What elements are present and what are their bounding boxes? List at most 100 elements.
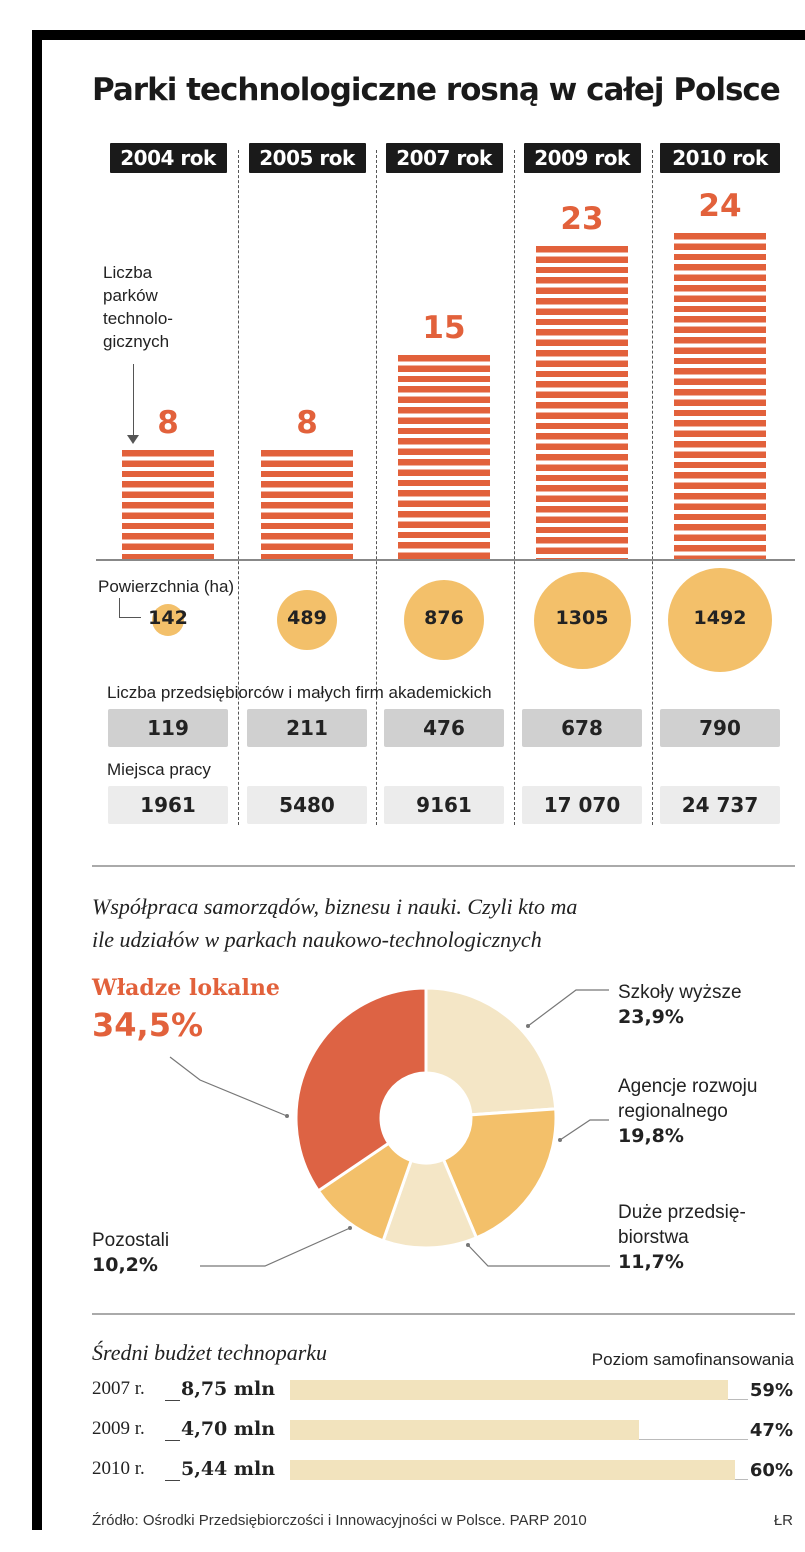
firms-row-label: Liczba przedsiębiorców i małych firm aka… <box>107 683 492 702</box>
firms-value-box: 678 <box>522 709 642 747</box>
budget-amount: 8,75 mln <box>181 1378 276 1400</box>
pie-value-universities: 23,9% <box>618 1006 684 1028</box>
budget-leader <box>165 1400 180 1401</box>
area-label-arrow-h <box>119 617 141 618</box>
pie-title: Współpraca samorządów, biznesu i nauki. … <box>92 890 577 956</box>
bar <box>398 355 490 559</box>
pie-label-local-authorities: Władze lokalne <box>92 975 280 1001</box>
bar-axis-label-line-4: gicznych <box>103 332 170 351</box>
area-label-arrow-v <box>119 598 120 618</box>
bar-axis-label: Liczba parków technolo- gicznych <box>103 261 173 353</box>
bar-value-label: 24 <box>698 188 742 224</box>
year-tag: 2010 rok <box>660 143 780 173</box>
area-value: 1492 <box>693 607 747 629</box>
bar <box>122 450 214 559</box>
pie-legend-others: Pozostali 10,2% <box>92 1228 169 1278</box>
firms-value-box: 119 <box>108 709 228 747</box>
jobs-value-box: 1961 <box>108 786 228 824</box>
budget-amount: 5,44 mln <box>181 1458 276 1480</box>
pie-slice-large-companies <box>381 1157 479 1250</box>
area-value: 1305 <box>555 607 609 629</box>
pie-leader-others <box>200 1227 351 1267</box>
bar-axis-label-line-1: Liczba <box>103 263 153 282</box>
pie-leader-local-authorities <box>169 1056 288 1117</box>
pie-slice-local-authorities <box>294 986 428 1193</box>
section-divider-1 <box>92 865 795 867</box>
budget-fill-bar <box>290 1380 728 1400</box>
section-divider-2 <box>92 1313 795 1315</box>
bar-value-label: 8 <box>157 405 179 441</box>
column-divider <box>238 150 239 825</box>
page-title: Parki technologiczne rosną w całej Polsc… <box>92 72 781 108</box>
bar-label-arrow <box>133 364 134 436</box>
pie-title-line-1: Współpraca samorządów, biznesu i nauki. … <box>92 894 578 919</box>
area-value: 876 <box>424 607 464 629</box>
pie-leader-end-agencies <box>558 1138 562 1142</box>
pie-leader-end-local-authorities <box>285 1114 289 1118</box>
jobs-value-box: 17 070 <box>522 786 642 824</box>
budget-fill-bar <box>290 1420 639 1440</box>
budget-legend: Poziom samofinansowania <box>591 1350 794 1369</box>
pie-label-others: Pozostali <box>92 1230 170 1251</box>
pie-slice-universities <box>424 986 558 1117</box>
pie-label-universities: Szkoły wyższe <box>618 982 742 1003</box>
pie-label-large-companies-line-1: Duże przedsię- <box>618 1202 746 1223</box>
column-divider <box>376 150 377 825</box>
pie-legend-universities: Szkoły wyższe 23,9% <box>618 980 742 1030</box>
firms-value-box: 476 <box>384 709 504 747</box>
pie-leader-agencies <box>559 1119 609 1141</box>
jobs-value-box: 5480 <box>247 786 367 824</box>
budget-leader <box>165 1480 180 1481</box>
pie-label-agencies-line-1: Agencje rozwoju <box>618 1076 758 1097</box>
firms-value-box: 790 <box>660 709 780 747</box>
budget-year-label: 2007 r. <box>92 1378 145 1399</box>
pie-slice-agencies <box>441 1107 558 1240</box>
pie-legend-agencies: Agencje rozwoju regionalnego 19,8% <box>618 1074 757 1149</box>
pie-label-agencies-line-2: regionalnego <box>618 1101 728 1122</box>
bar-axis-label-line-2: parków <box>103 286 158 305</box>
budget-fill-bar <box>290 1460 735 1480</box>
firms-value-box: 211 <box>247 709 367 747</box>
bar-axis-label-line-3: technolo- <box>103 309 173 328</box>
bar <box>674 233 766 559</box>
frame-left-rule <box>32 30 42 1530</box>
area-circle <box>533 571 631 669</box>
year-tag: 2004 rok <box>109 143 227 173</box>
pie-leader-end-universities <box>526 1024 530 1028</box>
pie-value-local-authorities: 34,5% <box>92 1006 204 1044</box>
budget-amount: 4,70 mln <box>181 1418 276 1440</box>
author-credit: ŁR <box>773 1512 793 1529</box>
pie-leader-end-large-companies <box>466 1243 470 1247</box>
bar-value-label: 15 <box>422 310 466 346</box>
pie-label-large-companies-line-2: biorstwa <box>618 1227 689 1248</box>
self-financing-pct: 47% <box>749 1420 793 1441</box>
pie-leader-large-companies <box>467 1244 610 1267</box>
area-circle <box>668 568 772 672</box>
budget-title: Średni budżet technoparku <box>92 1340 328 1365</box>
budget-year-label: 2009 r. <box>92 1418 145 1439</box>
year-tag: 2005 rok <box>248 143 366 173</box>
pie-value-agencies: 19,8% <box>618 1125 684 1147</box>
area-row-label: Powierzchnia (ha) <box>98 577 235 596</box>
year-tag: 2009 rok <box>523 143 641 173</box>
pie-value-others: 10,2% <box>92 1254 158 1276</box>
frame-top-rule <box>32 30 805 40</box>
column-divider <box>514 150 515 825</box>
jobs-row-label: Miejsca pracy <box>107 760 211 779</box>
bar-label-arrowhead <box>127 435 139 444</box>
pie-title-line-2: ile udziałów w parkach naukowo-technolog… <box>92 927 542 952</box>
budget-leader <box>165 1440 180 1441</box>
bar-value-label: 8 <box>296 405 318 441</box>
bar-baseline <box>96 559 795 561</box>
area-circle <box>277 590 337 650</box>
area-circle <box>152 604 184 636</box>
jobs-value-box: 24 737 <box>660 786 780 824</box>
bar-value-label: 23 <box>560 201 604 237</box>
self-financing-pct: 60% <box>749 1460 793 1481</box>
area-circle <box>404 580 484 660</box>
budget-year-label: 2010 r. <box>92 1458 145 1479</box>
pie-legend-large-companies: Duże przedsię- biorstwa 11,7% <box>618 1200 746 1275</box>
jobs-value-box: 9161 <box>384 786 504 824</box>
self-financing-pct: 59% <box>749 1380 793 1401</box>
